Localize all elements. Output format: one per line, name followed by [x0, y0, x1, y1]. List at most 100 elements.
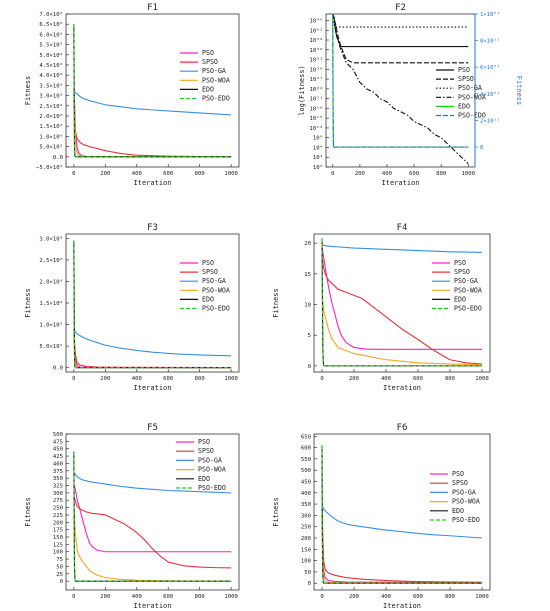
- y-tick-label: 350: [53, 476, 63, 482]
- legend-label: PSO-WOA: [458, 93, 486, 101]
- x-tick-label: 800: [195, 594, 205, 600]
- y-tick-label: 5.0×10⁵: [39, 144, 63, 151]
- x-axis-label: Iteration: [134, 179, 172, 187]
- y-tick-label: 15: [304, 272, 311, 278]
- plot-frame: [313, 433, 491, 591]
- x-tick-label: 1000: [475, 594, 488, 600]
- y-tick-label: 100: [53, 550, 63, 556]
- y-tick-label: 10²⁷: [310, 76, 323, 83]
- y-tick-label: 10¹⁸: [310, 105, 323, 112]
- series-line-pso-edo: [73, 240, 232, 369]
- legend-label: SPSO: [198, 447, 214, 455]
- y-tick-label: 10³: [313, 154, 323, 161]
- legend-label: PSO-GA: [202, 277, 226, 285]
- x-tick-label: 800: [436, 171, 446, 177]
- y-tick-label: 4.5×10⁶: [39, 62, 63, 69]
- series-line-pso-woa: [73, 507, 232, 582]
- legend-label: SPSO: [454, 268, 470, 276]
- x-tick-label: 600: [163, 171, 173, 177]
- series-line-pso-woa: [321, 515, 483, 584]
- legend-label: SPSO: [202, 268, 218, 276]
- y-axis-label: Fitness: [24, 497, 32, 527]
- chart-title: F5: [147, 423, 158, 433]
- y-tick-label: 0: [60, 579, 63, 585]
- legend-label: EDO: [458, 102, 470, 110]
- x-tick-label: 600: [409, 171, 419, 177]
- x-axis-label: Iteration: [383, 384, 421, 392]
- legend-label: EDO: [202, 295, 214, 303]
- y-tick-label: 600: [301, 446, 311, 452]
- series-line-pso-woa: [73, 333, 232, 369]
- series-line-pso-edo: [332, 14, 469, 148]
- y-tick-label: 20: [304, 241, 311, 247]
- y-tick-label: 325: [53, 484, 63, 490]
- y-tick-label: 400: [301, 491, 311, 497]
- y-tick-label: 10³⁹: [310, 37, 323, 44]
- legend-label: PSO-GA: [458, 84, 482, 92]
- x-tick-label: 1000: [461, 171, 474, 177]
- legend-label: PSO: [202, 49, 214, 57]
- series-line-pso: [332, 14, 469, 48]
- x-tick-label: 1000: [224, 376, 237, 382]
- y-tick-label: 1.0×10⁶: [39, 133, 63, 140]
- x-tick-label: 400: [382, 171, 392, 177]
- chart-title: F6: [397, 423, 408, 433]
- x-tick-label: 200: [349, 376, 359, 382]
- legend-label: PSO-GA: [452, 488, 476, 496]
- y-tick-label: 10⁹: [313, 135, 323, 142]
- legend-label: PSO: [458, 66, 470, 74]
- legend-label: EDO: [202, 85, 214, 93]
- y-tick-label: 150: [53, 535, 63, 541]
- y-tick-label: 2.0×10⁶: [39, 278, 63, 285]
- series-line-spso: [73, 333, 232, 369]
- y-axis-label: Fitness: [272, 497, 280, 527]
- chart-f5: F50 200 400 600 800 1000025507510012515017520…: [24, 423, 240, 610]
- y-tick-label: 10¹²: [310, 125, 323, 132]
- chart-f2: F2 0 200 400 600 800 1000 10⁰ 10³ 10⁶ 10⁹ 10¹² 10¹⁵ 1…: [298, 3, 523, 187]
- series-line-pso-edo: [73, 451, 232, 582]
- legend-label: PSO: [452, 470, 464, 478]
- series-line-pso-ga: [321, 244, 483, 253]
- y-axis-label: Fitness: [24, 76, 32, 106]
- x-tick-label: 1000: [224, 171, 237, 177]
- legend-label: PSO-EDO: [202, 305, 230, 313]
- right-y-tick-label: 0: [480, 145, 483, 151]
- x-tick-label: 200: [349, 594, 359, 600]
- y-tick-label: 450: [301, 479, 311, 485]
- x-tick-label: 0: [72, 376, 75, 382]
- x-tick-label: 400: [381, 594, 391, 600]
- x-tick-label: 400: [132, 376, 142, 382]
- y-tick-label: 3.0×10⁶: [39, 235, 63, 242]
- x-axis-label: Iteration: [382, 179, 420, 187]
- y-tick-label: 7.0×10⁶: [39, 11, 63, 18]
- legend-label: PSO-WOA: [202, 76, 230, 84]
- legend-label: PSO: [454, 259, 466, 267]
- y-tick-label: 10¹⁵: [310, 115, 323, 122]
- y-tick-label: 0.0: [53, 366, 63, 372]
- y-tick-label: 10²⁴: [310, 86, 323, 93]
- x-tick-label: 600: [163, 376, 173, 382]
- right-y-tick-label: 1×10⁵²: [480, 11, 500, 18]
- series-group: [332, 14, 469, 165]
- series-line-pso-ga: [73, 471, 232, 494]
- legend-label: PSO-WOA: [202, 286, 230, 294]
- x-tick-label: 800: [195, 171, 205, 177]
- series-group: [73, 240, 232, 369]
- y-tick-label: 150: [301, 547, 311, 553]
- legend-label: SPSO: [452, 479, 468, 487]
- y-tick-label: 550: [301, 457, 311, 463]
- series-line-pso-edo: [73, 24, 232, 158]
- legend-label: PSO-WOA: [452, 498, 480, 506]
- x-tick-label: 0: [320, 594, 323, 600]
- x-tick-label: 0: [331, 171, 334, 177]
- x-axis-label: Iteration: [383, 602, 421, 610]
- series-line-pso-edo: [321, 238, 482, 367]
- x-tick-label: 200: [100, 376, 110, 382]
- series-line-pso-ga: [332, 14, 469, 28]
- y-tick-label: 100: [301, 559, 311, 565]
- y-tick-label: 10²¹: [310, 96, 323, 103]
